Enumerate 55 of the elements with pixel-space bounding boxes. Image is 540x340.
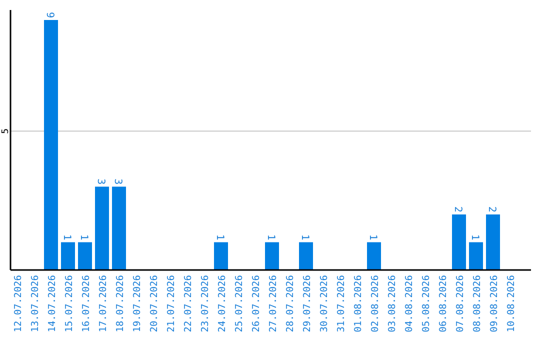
x-tick-label: 22.07.2026 [183, 274, 194, 332]
bar [452, 214, 466, 270]
x-tick-label: 17.07.2026 [98, 274, 109, 332]
bar [486, 214, 500, 270]
bar [469, 242, 483, 270]
bar [299, 242, 313, 270]
x-tick-label: 12.07.2026 [13, 274, 24, 332]
x-tick-label: 26.07.2026 [251, 274, 262, 332]
data-label: 1 [61, 234, 72, 240]
x-tick-label: 14.07.2026 [47, 274, 58, 332]
x-tick-label: 30.07.2026 [319, 274, 330, 332]
x-tick-label: 29.07.2026 [302, 274, 313, 332]
data-label: 1 [469, 234, 480, 240]
x-tick-label: 15.07.2026 [64, 274, 75, 332]
bar [61, 242, 75, 270]
x-tick-label: 01.08.2026 [353, 274, 364, 332]
x-tick-label: 23.07.2026 [200, 274, 211, 332]
data-label: 1 [367, 234, 378, 240]
x-tick-label: 02.08.2026 [370, 274, 381, 332]
x-tick-label: 27.07.2026 [268, 274, 279, 332]
data-label: 1 [78, 234, 89, 240]
bar [44, 20, 58, 270]
bar [112, 186, 126, 270]
x-tick-label: 13.07.2026 [30, 274, 41, 332]
x-tick-label: 08.08.2026 [472, 274, 483, 332]
bar [214, 242, 228, 270]
data-label: 1 [214, 234, 225, 240]
x-tick-label: 04.08.2026 [404, 274, 415, 332]
x-tick-label: 10.08.2026 [506, 274, 517, 332]
x-tick-label: 09.08.2026 [489, 274, 500, 332]
x-tick-label: 06.08.2026 [438, 274, 449, 332]
x-tick-label: 16.07.2026 [81, 274, 92, 332]
data-label: 2 [452, 206, 463, 212]
x-tick-label: 19.07.2026 [132, 274, 143, 332]
data-label: 3 [95, 178, 106, 185]
data-label: 9 [44, 12, 55, 18]
bar [265, 242, 279, 270]
bar [78, 242, 92, 270]
x-tick-label: 24.07.2026 [217, 274, 228, 332]
x-tick-label: 21.07.2026 [166, 274, 177, 332]
x-tick-label: 25.07.2026 [234, 274, 245, 332]
y-tick-label: 5 [1, 128, 11, 134]
data-label: 1 [265, 234, 276, 240]
bar [367, 242, 381, 270]
x-tick-label: 07.08.2026 [455, 274, 466, 332]
x-tick-label: 28.07.2026 [285, 274, 296, 332]
data-label: 3 [112, 178, 123, 185]
x-tick-label: 05.08.2026 [421, 274, 432, 332]
x-tick-label: 03.08.2026 [387, 274, 398, 332]
data-label: 1 [299, 234, 310, 240]
x-tick-label: 31.07.2026 [336, 274, 347, 332]
x-tick-label: 18.07.2026 [115, 274, 126, 332]
x-tick-label: 20.07.2026 [149, 274, 160, 332]
data-label: 2 [486, 206, 497, 212]
bar [95, 186, 109, 270]
